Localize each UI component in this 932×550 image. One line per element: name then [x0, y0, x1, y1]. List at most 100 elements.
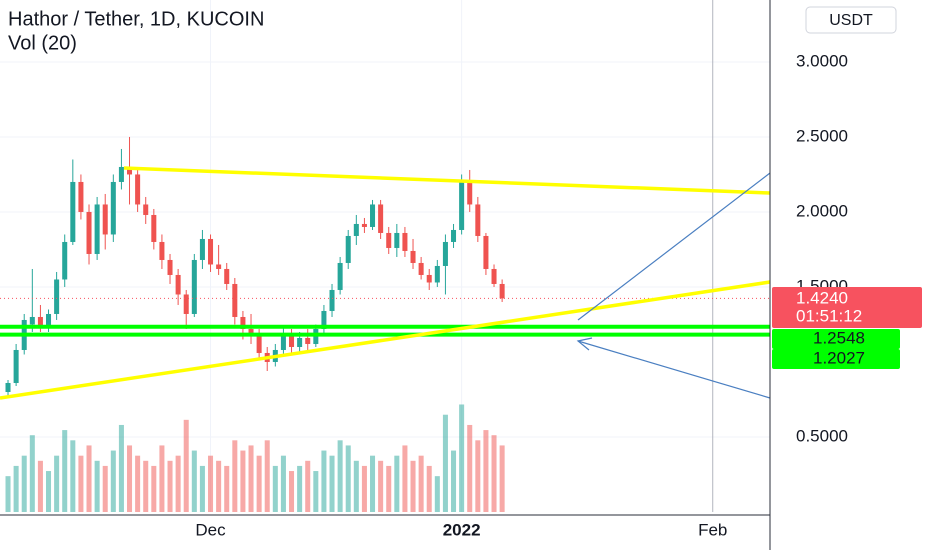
volume-bar: [167, 460, 173, 512]
candle-body: [434, 265, 440, 283]
volume-bar: [459, 404, 465, 512]
volume-bar: [313, 471, 319, 512]
volume-bar: [370, 455, 376, 512]
volume-bar: [402, 445, 408, 512]
volume-bar: [467, 424, 473, 512]
candle-body: [54, 279, 60, 314]
candle-body: [102, 204, 108, 235]
price-label-box: [772, 287, 922, 328]
candle-body: [232, 283, 238, 317]
candle-body: [426, 274, 432, 283]
candle-body: [337, 262, 343, 290]
candle-body: [78, 181, 84, 212]
volume-bar: [175, 455, 181, 512]
candle-body: [378, 204, 384, 233]
candle-body: [297, 337, 303, 347]
trend-line: [123, 166, 771, 195]
candle-body: [491, 268, 497, 284]
candle-body: [216, 264, 222, 269]
candle-body: [143, 204, 149, 215]
volume-bar: [451, 450, 457, 512]
candle-body: [208, 238, 214, 265]
candle-body: [361, 223, 367, 227]
volume-bar: [280, 455, 286, 512]
price-label-box: [772, 349, 900, 369]
volume-pane: [5, 404, 505, 512]
volume-bar: [135, 455, 141, 512]
candle-body: [135, 174, 141, 205]
candle-body: [70, 181, 76, 242]
candle-body: [248, 328, 254, 335]
volume-bar: [289, 471, 295, 512]
currency-button[interactable]: [805, 6, 897, 34]
candle-body: [240, 316, 246, 329]
candle-body: [475, 204, 481, 236]
candle-body: [329, 289, 335, 311]
candle-body: [175, 274, 181, 295]
volume-bar: [483, 430, 489, 512]
chart-title: Hathor / Tether, 1D, KUCOIN: [8, 8, 264, 30]
volume-bar: [159, 445, 165, 512]
candle-body: [118, 166, 124, 182]
volume-bar: [394, 455, 400, 512]
candle-body: [256, 334, 262, 353]
candle-body: [394, 232, 400, 248]
currency-label[interactable]: USDT: [829, 12, 873, 29]
volume-bar: [86, 445, 92, 512]
price-levels: [0, 297, 770, 337]
candle-body: [29, 316, 35, 325]
y-tick-label: 2.5000: [796, 126, 848, 145]
volume-bar: [37, 460, 43, 512]
candle-body: [370, 204, 376, 227]
candle-body: [191, 259, 197, 314]
candle-body: [13, 349, 19, 383]
candle-body: [280, 334, 286, 350]
countdown: 01:51:12: [796, 306, 862, 325]
x-tick-label: Feb: [698, 520, 727, 539]
volume-bar: [29, 435, 35, 512]
candle-body: [418, 262, 424, 275]
volume-bar: [248, 445, 254, 512]
y-tick-label: 0.5000: [796, 426, 848, 445]
candle-body: [442, 241, 448, 266]
volume-bar: [240, 450, 246, 512]
price-label: 1.2027: [813, 348, 865, 367]
volume-bar: [183, 419, 189, 512]
volume-bar: [78, 455, 84, 512]
candle-body: [499, 283, 505, 299]
price-label: 1.4240: [796, 288, 848, 307]
candle-body: [402, 232, 408, 251]
volume-bar: [216, 460, 222, 512]
candle-body: [321, 310, 327, 329]
candle-body: [451, 229, 457, 242]
volume-bar: [418, 455, 424, 512]
candle-body: [151, 214, 157, 242]
volume-bar: [264, 440, 270, 512]
candle-body: [353, 223, 359, 236]
volume-bar: [208, 455, 214, 512]
volume-bar: [94, 460, 100, 512]
volume-bar: [442, 414, 448, 512]
x-tick-label: Dec: [195, 520, 226, 539]
volume-bar: [191, 450, 197, 512]
arrow-line: [577, 172, 771, 321]
volume-bar: [13, 465, 19, 512]
volume-bar: [353, 460, 359, 512]
volume-bar: [256, 455, 262, 512]
volume-bar: [118, 424, 124, 512]
candle-body: [127, 166, 133, 175]
volume-bar: [110, 450, 116, 512]
arrow-head: [576, 337, 593, 351]
volume-bar: [21, 455, 27, 512]
volume-bar: [272, 465, 278, 512]
volume-bar: [410, 460, 416, 512]
trend-line: [0, 280, 771, 400]
candle-body: [110, 181, 116, 235]
candle-body: [62, 241, 68, 280]
candle-body: [199, 238, 205, 260]
y-tick-label: 2.0000: [796, 201, 848, 220]
candle-body: [224, 268, 230, 284]
volume-bar: [224, 465, 230, 512]
volume-bar: [5, 476, 11, 512]
